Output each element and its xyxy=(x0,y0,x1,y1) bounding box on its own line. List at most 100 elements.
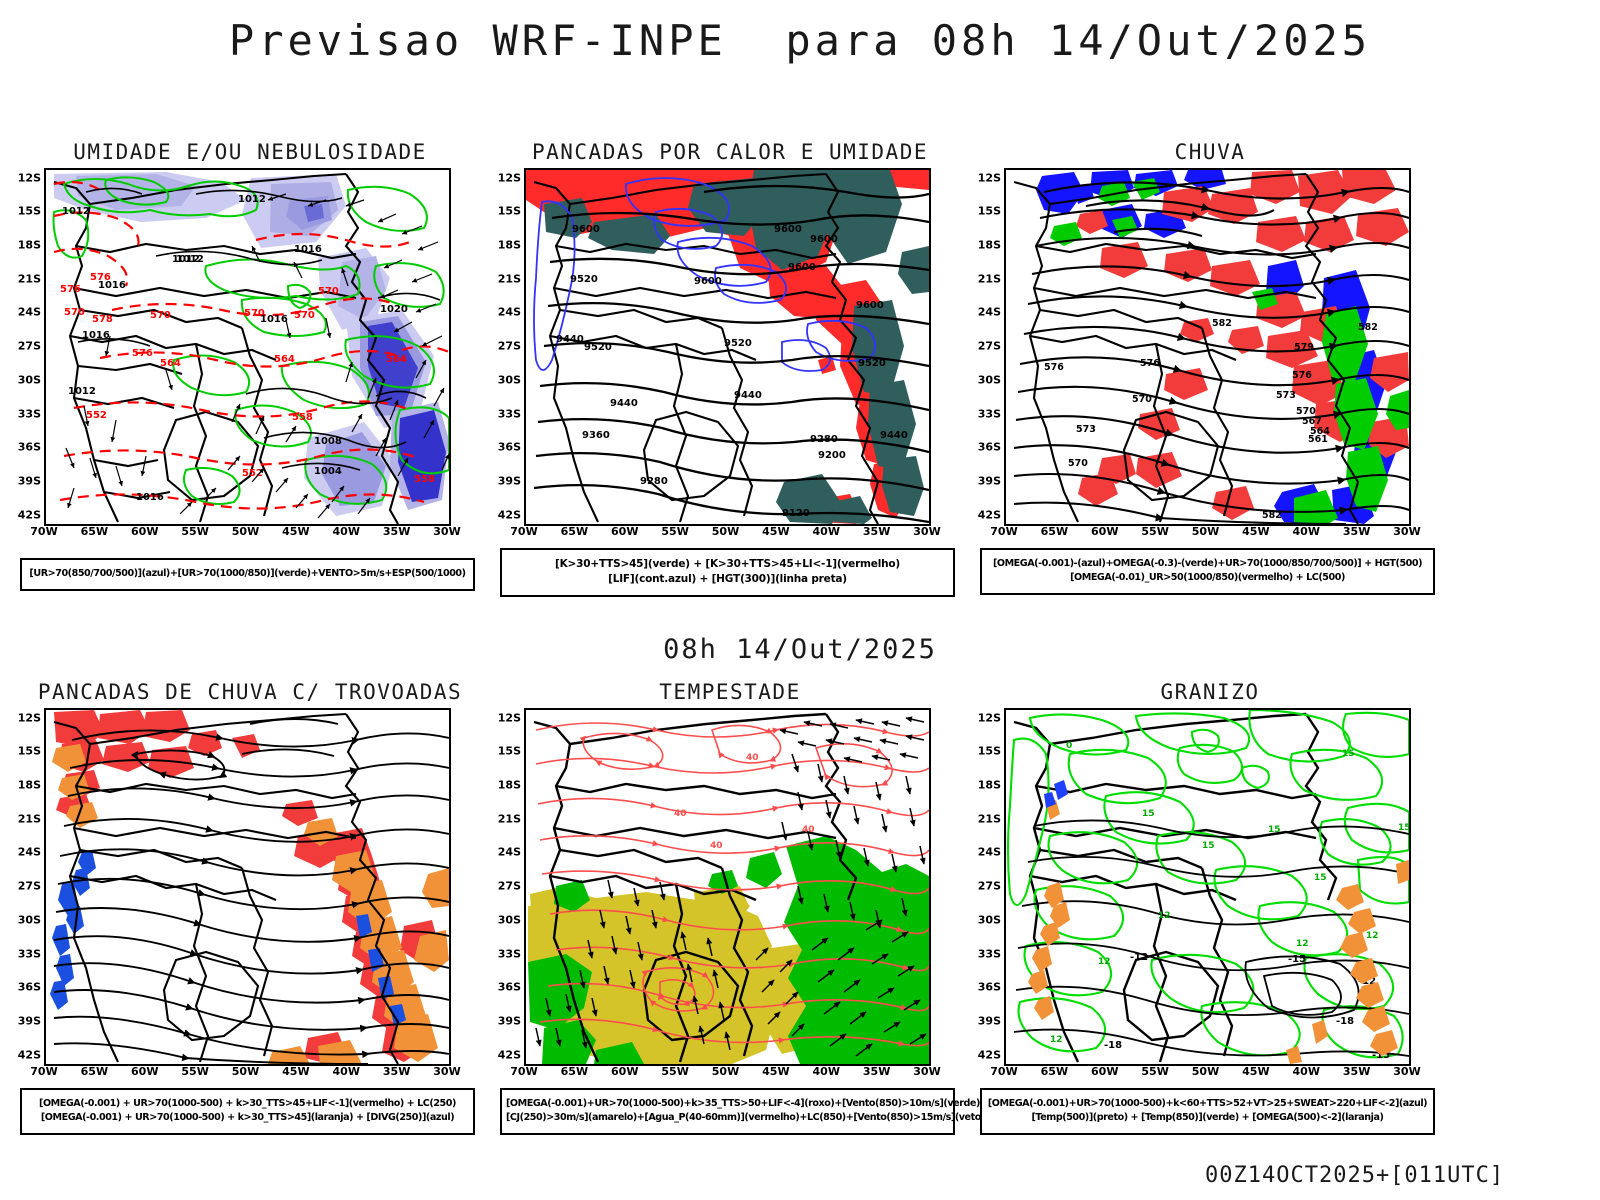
svg-text:1016: 1016 xyxy=(294,244,322,255)
map-canvas[interactable]: 582 582 579 576 576 573 570 570 567 564 561 57… xyxy=(1004,168,1411,526)
lat-tick: 15S xyxy=(17,204,41,218)
svg-text:-15: -15 xyxy=(1288,954,1306,965)
svg-text:1012: 1012 xyxy=(238,194,266,205)
svg-text:1004: 1004 xyxy=(314,466,342,477)
lon-tick: 65W xyxy=(80,1065,109,1078)
lon-tick: 60W xyxy=(131,1065,159,1078)
svg-text:582: 582 xyxy=(1212,318,1232,329)
svg-text:9520: 9520 xyxy=(858,358,886,369)
panel-chuva[interactable]: CHUVA 12S 15S 18S 21S 24S 27S 30S 33S 36… xyxy=(970,140,1450,610)
svg-text:9520: 9520 xyxy=(724,338,752,349)
lon-tick: 55W xyxy=(1141,1065,1169,1078)
caption-line: [UR>70(850/700/500)](azul)+[UR>70(1000/8… xyxy=(29,568,466,579)
svg-text:9600: 9600 xyxy=(856,300,884,311)
lat-tick: 12S xyxy=(17,711,41,725)
lon-tick: 50W xyxy=(711,525,740,538)
caption-line: [OMEGA(-0.001)+UR>70(1000-500)+k>35_TTS>… xyxy=(506,1098,980,1109)
lat-tick: 18S xyxy=(17,238,41,252)
lon-tick: 35W xyxy=(1342,1065,1371,1078)
lat-tick: 36S xyxy=(977,980,1001,994)
lon-tick: 60W xyxy=(611,1065,639,1078)
lon-tick: 50W xyxy=(231,1065,260,1078)
svg-text:9440: 9440 xyxy=(734,390,762,401)
map-canvas[interactable]: 9600 9600 9600 9600 9600 9600 9520 9520 9520… xyxy=(524,168,931,526)
lat-tick: 15S xyxy=(497,744,521,758)
lat-tick: 18S xyxy=(17,778,41,792)
svg-text:570: 570 xyxy=(1068,458,1088,469)
panel-caption: [OMEGA(-0.001)+UR>70(1000-500)+k<60+TTS>… xyxy=(980,1088,1435,1135)
panel-umidade-nebulosidade[interactable]: UMIDADE E/OU NEBULOSIDADE 12S 15S 18S 21… xyxy=(10,140,490,610)
panel-granizo[interactable]: GRANIZO 12S 15S 18S 21S 24S 27S 30S 33S … xyxy=(970,680,1450,1150)
lat-tick: 42S xyxy=(977,1048,1001,1062)
panel-title: GRANIZO xyxy=(1160,680,1260,704)
svg-text:-18: -18 xyxy=(1336,1016,1354,1027)
svg-text:582: 582 xyxy=(1262,510,1282,521)
lat-tick: 27S xyxy=(977,879,1001,893)
lat-tick: 24S xyxy=(17,305,41,319)
svg-text:558: 558 xyxy=(414,474,435,485)
lat-tick: 15S xyxy=(977,744,1001,758)
lon-tick: 40W xyxy=(812,525,840,538)
svg-text:1020: 1020 xyxy=(380,304,408,315)
lat-tick: 33S xyxy=(497,407,521,421)
panel-title: CHUVA xyxy=(1174,140,1246,164)
lat-tick: 39S xyxy=(497,1014,521,1028)
lon-tick: 35W xyxy=(382,1065,411,1078)
lat-tick: 15S xyxy=(17,744,41,758)
map-canvas[interactable] xyxy=(44,708,451,1066)
svg-text:40: 40 xyxy=(674,809,687,819)
lat-tick: 27S xyxy=(497,339,521,353)
lat-tick: 30S xyxy=(17,913,41,927)
lat-tick: 42S xyxy=(497,1048,521,1062)
svg-text:15: 15 xyxy=(1268,825,1281,835)
lat-tick: 42S xyxy=(17,1048,41,1062)
svg-text:40: 40 xyxy=(710,841,723,851)
lat-tick: 12S xyxy=(17,171,41,185)
panel-pancadas-calor-umidade[interactable]: PANCADAS POR CALOR E UMIDADE 12S 15S 18S… xyxy=(490,140,970,610)
panel-title: UMIDADE E/OU NEBULOSIDADE xyxy=(73,140,427,164)
map-canvas[interactable]: 40 40 40 40 xyxy=(524,708,931,1066)
lat-tick: 36S xyxy=(497,980,521,994)
panel-caption: [OMEGA(-0.001)-(azul)+OMEGA(-0.3)-(verde… xyxy=(980,548,1435,595)
svg-text:564: 564 xyxy=(274,354,295,365)
svg-text:12: 12 xyxy=(1050,1035,1063,1045)
lat-axis: 12S 15S 18S 21S 24S 27S 30S 33S 36S 39S … xyxy=(10,708,41,1062)
svg-text:9200: 9200 xyxy=(818,450,846,461)
lon-tick: 30W xyxy=(433,525,461,538)
svg-text:1012: 1012 xyxy=(176,254,204,265)
lat-tick: 18S xyxy=(977,778,1001,792)
lon-tick: 50W xyxy=(1191,525,1220,538)
svg-text:9280: 9280 xyxy=(810,434,838,445)
lon-tick: 45W xyxy=(762,525,790,538)
lon-axis: 70W 65W 60W 55W 50W 45W 40W 35W 30W xyxy=(510,1065,940,1081)
map-canvas[interactable]: -12 -12 -18 -18 -15 -15 0 15 15 15 15 12 12 12 … xyxy=(1004,708,1411,1066)
caption-line: [K>30+TTS>45](verde) + [K>30+TTS>45+LI<-… xyxy=(555,558,900,570)
lon-tick: 35W xyxy=(1342,525,1371,538)
lat-tick: 33S xyxy=(17,947,41,961)
svg-text:570: 570 xyxy=(294,310,315,321)
page-title: Previsao WRF-INPE para 08h 14/Out/2025 xyxy=(228,16,1372,65)
lat-tick: 15S xyxy=(497,204,521,218)
panel-pancadas-chuva-trovoadas[interactable]: PANCADAS DE CHUVA C/ TROVOADAS 12S 15S 1… xyxy=(10,680,490,1150)
svg-text:552: 552 xyxy=(86,410,107,421)
lat-tick: 18S xyxy=(977,238,1001,252)
svg-text:570: 570 xyxy=(64,307,85,318)
svg-text:570: 570 xyxy=(318,286,339,297)
svg-text:1016: 1016 xyxy=(98,280,126,291)
svg-text:578: 578 xyxy=(92,314,113,325)
lon-axis: 70W 65W 60W 55W 50W 45W 40W 35W 30W xyxy=(30,1065,460,1081)
map-canvas[interactable]: 576 570 576 578 570 570 570 570 564 564 564 57… xyxy=(44,168,451,526)
svg-text:9520: 9520 xyxy=(570,274,598,285)
lat-tick: 33S xyxy=(977,407,1001,421)
lat-tick: 12S xyxy=(497,711,521,725)
svg-text:1012: 1012 xyxy=(68,386,96,397)
lon-tick: 30W xyxy=(1393,525,1421,538)
lat-tick: 36S xyxy=(977,440,1001,454)
lon-tick: 70W xyxy=(510,525,538,538)
svg-text:564: 564 xyxy=(386,354,407,365)
panel-title: PANCADAS DE CHUVA C/ TROVOADAS xyxy=(37,680,463,704)
lon-tick: 30W xyxy=(913,1065,941,1078)
panel-tempestade[interactable]: TEMPESTADE 12S 15S 18S 21S 24S 27S 30S 3… xyxy=(490,680,990,1150)
lon-tick: 70W xyxy=(30,1065,58,1078)
